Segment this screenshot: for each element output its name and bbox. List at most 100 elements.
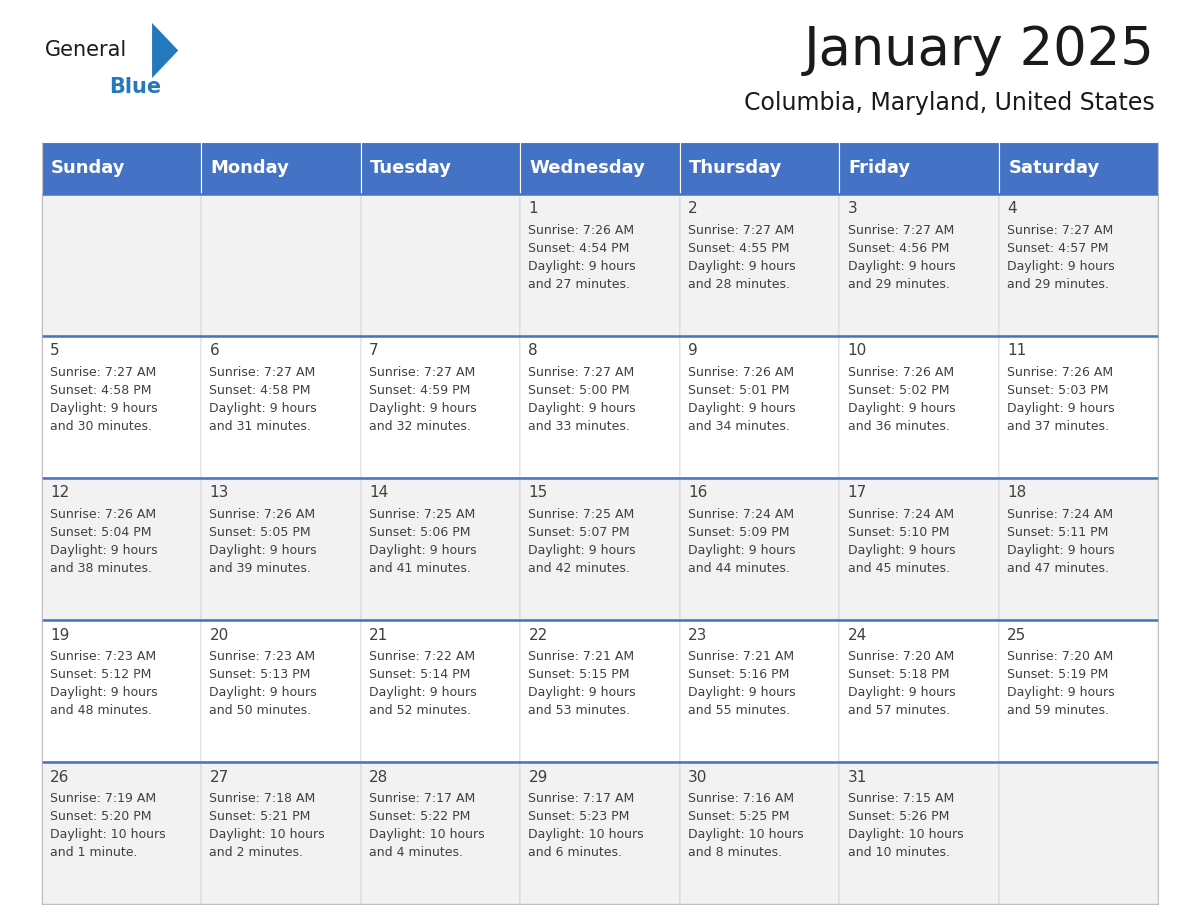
Bar <box>201 194 361 336</box>
Text: Sunrise: 7:21 AM
Sunset: 5:15 PM
Daylight: 9 hours
and 53 minutes.: Sunrise: 7:21 AM Sunset: 5:15 PM Dayligh… <box>529 651 636 718</box>
Text: Columbia, Maryland, United States: Columbia, Maryland, United States <box>744 91 1155 115</box>
Text: Sunrise: 7:19 AM
Sunset: 5:20 PM
Daylight: 10 hours
and 1 minute.: Sunrise: 7:19 AM Sunset: 5:20 PM Dayligh… <box>50 792 165 859</box>
Text: 10: 10 <box>847 343 867 358</box>
Text: Sunrise: 7:17 AM
Sunset: 5:23 PM
Daylight: 10 hours
and 6 minutes.: Sunrise: 7:17 AM Sunset: 5:23 PM Dayligh… <box>529 792 644 859</box>
Bar <box>680 142 839 194</box>
Bar <box>361 142 520 194</box>
Bar <box>520 762 680 904</box>
Text: Tuesday: Tuesday <box>371 159 453 177</box>
Text: 16: 16 <box>688 486 707 500</box>
Bar <box>680 194 839 336</box>
Text: Sunrise: 7:18 AM
Sunset: 5:21 PM
Daylight: 10 hours
and 2 minutes.: Sunrise: 7:18 AM Sunset: 5:21 PM Dayligh… <box>209 792 326 859</box>
Text: Sunrise: 7:15 AM
Sunset: 5:26 PM
Daylight: 10 hours
and 10 minutes.: Sunrise: 7:15 AM Sunset: 5:26 PM Dayligh… <box>847 792 963 859</box>
Bar <box>680 621 839 762</box>
Text: Sunrise: 7:23 AM
Sunset: 5:12 PM
Daylight: 9 hours
and 48 minutes.: Sunrise: 7:23 AM Sunset: 5:12 PM Dayligh… <box>50 651 158 718</box>
Text: 8: 8 <box>529 343 538 358</box>
Text: 3: 3 <box>847 201 858 217</box>
Bar <box>361 194 520 336</box>
Bar <box>999 478 1158 621</box>
Text: Sunrise: 7:22 AM
Sunset: 5:14 PM
Daylight: 9 hours
and 52 minutes.: Sunrise: 7:22 AM Sunset: 5:14 PM Dayligh… <box>369 651 476 718</box>
Text: Sunrise: 7:23 AM
Sunset: 5:13 PM
Daylight: 9 hours
and 50 minutes.: Sunrise: 7:23 AM Sunset: 5:13 PM Dayligh… <box>209 651 317 718</box>
Text: Sunrise: 7:26 AM
Sunset: 5:02 PM
Daylight: 9 hours
and 36 minutes.: Sunrise: 7:26 AM Sunset: 5:02 PM Dayligh… <box>847 366 955 433</box>
Text: 25: 25 <box>1007 628 1026 643</box>
Text: Sunrise: 7:25 AM
Sunset: 5:07 PM
Daylight: 9 hours
and 42 minutes.: Sunrise: 7:25 AM Sunset: 5:07 PM Dayligh… <box>529 509 636 576</box>
Text: Sunrise: 7:24 AM
Sunset: 5:09 PM
Daylight: 9 hours
and 44 minutes.: Sunrise: 7:24 AM Sunset: 5:09 PM Dayligh… <box>688 509 796 576</box>
Bar <box>999 762 1158 904</box>
Text: Sunrise: 7:26 AM
Sunset: 5:04 PM
Daylight: 9 hours
and 38 minutes.: Sunrise: 7:26 AM Sunset: 5:04 PM Dayligh… <box>50 509 158 576</box>
Text: Sunrise: 7:27 AM
Sunset: 4:58 PM
Daylight: 9 hours
and 31 minutes.: Sunrise: 7:27 AM Sunset: 4:58 PM Dayligh… <box>209 366 317 433</box>
Text: Sunrise: 7:27 AM
Sunset: 5:00 PM
Daylight: 9 hours
and 33 minutes.: Sunrise: 7:27 AM Sunset: 5:00 PM Dayligh… <box>529 366 636 433</box>
Text: 29: 29 <box>529 769 548 785</box>
Bar <box>520 336 680 478</box>
Text: 19: 19 <box>50 628 69 643</box>
Text: Sunrise: 7:27 AM
Sunset: 4:58 PM
Daylight: 9 hours
and 30 minutes.: Sunrise: 7:27 AM Sunset: 4:58 PM Dayligh… <box>50 366 158 433</box>
Bar <box>201 478 361 621</box>
Polygon shape <box>152 23 178 78</box>
Bar <box>999 142 1158 194</box>
Text: 24: 24 <box>847 628 867 643</box>
Bar <box>42 336 201 478</box>
Text: Sunrise: 7:27 AM
Sunset: 4:56 PM
Daylight: 9 hours
and 29 minutes.: Sunrise: 7:27 AM Sunset: 4:56 PM Dayligh… <box>847 224 955 291</box>
Text: 13: 13 <box>209 486 229 500</box>
Text: 2: 2 <box>688 201 697 217</box>
Text: 20: 20 <box>209 628 228 643</box>
Bar <box>201 336 361 478</box>
Bar <box>520 142 680 194</box>
Bar <box>42 621 201 762</box>
Text: 15: 15 <box>529 486 548 500</box>
Bar <box>839 478 999 621</box>
Text: 22: 22 <box>529 628 548 643</box>
Text: 14: 14 <box>369 486 388 500</box>
Text: January 2025: January 2025 <box>804 25 1155 76</box>
Bar <box>839 621 999 762</box>
Text: 31: 31 <box>847 769 867 785</box>
Text: Sunrise: 7:24 AM
Sunset: 5:10 PM
Daylight: 9 hours
and 45 minutes.: Sunrise: 7:24 AM Sunset: 5:10 PM Dayligh… <box>847 509 955 576</box>
Bar <box>839 336 999 478</box>
Bar <box>839 762 999 904</box>
Text: Sunday: Sunday <box>51 159 126 177</box>
Bar <box>999 336 1158 478</box>
Text: General: General <box>45 40 127 61</box>
Bar <box>839 142 999 194</box>
Text: 18: 18 <box>1007 486 1026 500</box>
Text: 9: 9 <box>688 343 697 358</box>
Bar <box>839 194 999 336</box>
Text: 12: 12 <box>50 486 69 500</box>
Bar <box>201 142 361 194</box>
Text: 1: 1 <box>529 201 538 217</box>
Text: Sunrise: 7:27 AM
Sunset: 4:55 PM
Daylight: 9 hours
and 28 minutes.: Sunrise: 7:27 AM Sunset: 4:55 PM Dayligh… <box>688 224 796 291</box>
Text: Sunrise: 7:26 AM
Sunset: 5:05 PM
Daylight: 9 hours
and 39 minutes.: Sunrise: 7:26 AM Sunset: 5:05 PM Dayligh… <box>209 509 317 576</box>
Text: Sunrise: 7:16 AM
Sunset: 5:25 PM
Daylight: 10 hours
and 8 minutes.: Sunrise: 7:16 AM Sunset: 5:25 PM Dayligh… <box>688 792 803 859</box>
Bar <box>361 762 520 904</box>
Bar <box>520 194 680 336</box>
Text: Monday: Monday <box>210 159 290 177</box>
Bar <box>42 762 201 904</box>
Bar <box>520 621 680 762</box>
Text: 27: 27 <box>209 769 228 785</box>
Text: 30: 30 <box>688 769 707 785</box>
Text: Sunrise: 7:26 AM
Sunset: 5:01 PM
Daylight: 9 hours
and 34 minutes.: Sunrise: 7:26 AM Sunset: 5:01 PM Dayligh… <box>688 366 796 433</box>
Bar <box>42 142 201 194</box>
Bar <box>999 194 1158 336</box>
Text: Sunrise: 7:24 AM
Sunset: 5:11 PM
Daylight: 9 hours
and 47 minutes.: Sunrise: 7:24 AM Sunset: 5:11 PM Dayligh… <box>1007 509 1114 576</box>
Text: Sunrise: 7:17 AM
Sunset: 5:22 PM
Daylight: 10 hours
and 4 minutes.: Sunrise: 7:17 AM Sunset: 5:22 PM Dayligh… <box>369 792 485 859</box>
Text: 17: 17 <box>847 486 867 500</box>
Text: 23: 23 <box>688 628 707 643</box>
Text: 5: 5 <box>50 343 59 358</box>
Bar <box>999 621 1158 762</box>
Bar <box>680 478 839 621</box>
Bar <box>680 762 839 904</box>
Text: Sunrise: 7:27 AM
Sunset: 4:57 PM
Daylight: 9 hours
and 29 minutes.: Sunrise: 7:27 AM Sunset: 4:57 PM Dayligh… <box>1007 224 1114 291</box>
Text: Blue: Blue <box>109 77 162 97</box>
Bar <box>201 621 361 762</box>
Bar <box>201 762 361 904</box>
Text: Sunrise: 7:20 AM
Sunset: 5:18 PM
Daylight: 9 hours
and 57 minutes.: Sunrise: 7:20 AM Sunset: 5:18 PM Dayligh… <box>847 651 955 718</box>
Text: 11: 11 <box>1007 343 1026 358</box>
Text: 28: 28 <box>369 769 388 785</box>
Text: Wednesday: Wednesday <box>530 159 645 177</box>
Text: Sunrise: 7:25 AM
Sunset: 5:06 PM
Daylight: 9 hours
and 41 minutes.: Sunrise: 7:25 AM Sunset: 5:06 PM Dayligh… <box>369 509 476 576</box>
Bar <box>42 478 201 621</box>
Text: Sunrise: 7:26 AM
Sunset: 4:54 PM
Daylight: 9 hours
and 27 minutes.: Sunrise: 7:26 AM Sunset: 4:54 PM Dayligh… <box>529 224 636 291</box>
Text: Sunrise: 7:27 AM
Sunset: 4:59 PM
Daylight: 9 hours
and 32 minutes.: Sunrise: 7:27 AM Sunset: 4:59 PM Dayligh… <box>369 366 476 433</box>
Text: 7: 7 <box>369 343 379 358</box>
